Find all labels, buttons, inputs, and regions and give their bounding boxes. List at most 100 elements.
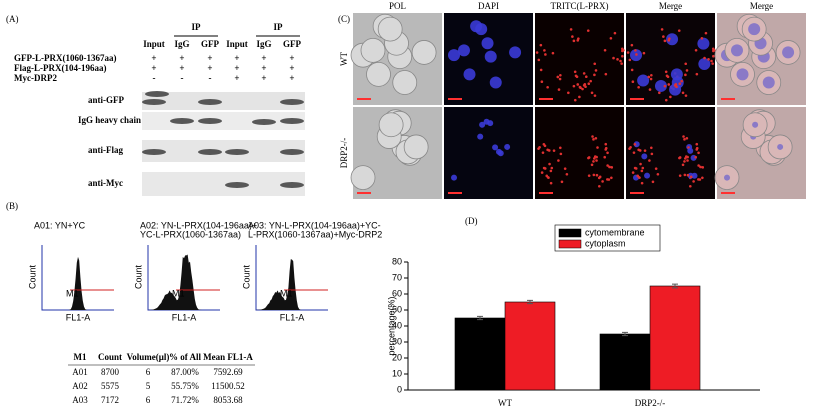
nucleus [654,79,667,92]
signal [535,51,539,54]
bar [649,285,701,391]
legend-swatch [558,239,582,249]
signal [694,48,698,52]
signal [620,62,623,65]
nucleus [481,37,494,50]
signal [544,53,547,56]
blot-label: anti-Myc [88,178,123,188]
y-label: Count [133,265,143,290]
signal [712,54,715,58]
signal [701,166,705,169]
table-cell: 8053.68 [213,395,243,405]
signal [631,171,635,174]
signal [654,167,658,170]
signal [594,137,598,140]
blot-strip [142,92,305,110]
column-header: IgG [174,39,189,49]
y-label: Count [241,265,251,290]
signal [557,88,561,91]
signal [590,163,594,167]
signal [647,75,651,79]
signal [571,35,574,38]
row-label: WT [339,52,349,66]
nucleus [457,44,470,57]
sign: + [289,63,294,73]
signal [633,142,637,146]
signal [591,135,594,138]
signal [621,49,624,53]
x-tick-label: DRP2-/- [635,398,666,408]
band [198,149,222,155]
ip-header: IP [192,22,202,32]
signal [634,167,638,170]
nucleus [666,33,679,46]
signal [549,169,553,173]
signal [572,84,576,88]
sign: + [207,53,212,63]
cell [411,40,437,65]
signal [606,151,609,155]
signal [650,152,654,156]
signal [641,166,645,170]
signal [552,149,556,152]
signal [683,157,687,160]
signal [542,142,546,146]
signal [581,87,584,91]
signal [629,145,632,149]
signal [546,175,550,179]
signal [604,72,608,76]
cell [392,70,418,95]
band [280,99,304,105]
signal [678,82,682,86]
panel-label: (C) [338,14,350,24]
signal [578,95,581,99]
nucleus [487,120,494,127]
signal [663,39,667,43]
nucleus [669,83,682,96]
histogram [256,259,328,310]
hist-title: A01: YN+YC [34,220,86,230]
nucleus [670,68,683,81]
signal [637,175,641,179]
table-cell: 5575 [101,381,120,391]
signal [710,59,713,63]
signal [632,151,636,154]
column-header: Input [143,39,165,49]
signal [556,75,560,79]
histogram [42,256,114,310]
signal [640,169,644,173]
nucleus [637,74,650,87]
band [280,118,304,124]
signal [695,146,699,150]
signal [606,164,609,167]
signal [565,172,569,176]
signal [610,166,614,169]
sign: + [289,53,294,63]
nucleus [495,148,502,155]
signal [664,98,668,102]
blot-strip [142,112,305,130]
band [142,99,166,105]
signal [642,51,646,55]
table-cell: 87.00% [171,367,199,377]
table-header: % of All [169,352,202,362]
signal [686,173,690,177]
signal [604,142,608,146]
signal [682,135,685,138]
signal [683,173,687,177]
signal [592,173,596,177]
signal [684,94,688,97]
signal [587,82,591,86]
signal [604,146,608,150]
table-cell: A01 [72,367,88,377]
cell [366,61,391,87]
signal [686,159,689,162]
micrograph [535,107,624,199]
signal [616,58,619,61]
column-header: GFP [283,39,301,49]
sign: + [234,53,239,63]
table-cell: 6 [146,367,151,377]
signal [650,73,653,77]
gate-label: M1 [66,288,79,298]
sign: + [234,73,239,83]
